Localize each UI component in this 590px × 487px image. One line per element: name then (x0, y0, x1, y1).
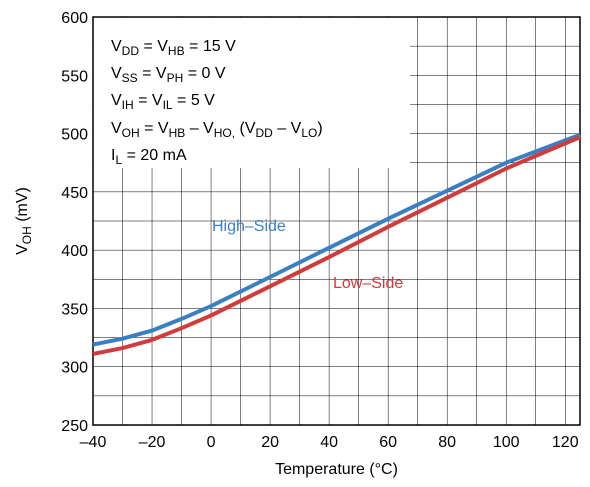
x-tick-label: 80 (438, 434, 456, 451)
x-tick-label: 20 (261, 434, 279, 451)
condition-line: VIH = VIL = 5 V (111, 92, 215, 112)
condition-line: VSS = VPH = 0 V (111, 65, 226, 85)
y-tick-labels: 250 300 350 400 450 500 550 600 (61, 10, 88, 435)
series-line (92, 132, 581, 347)
x-tick-label: 100 (493, 434, 520, 451)
x-axis-title: Temperature (°C) (275, 461, 398, 478)
x-tick-label: 0 (207, 434, 216, 451)
y-tick-label: 250 (61, 418, 88, 435)
y-tick-label: 550 (61, 68, 88, 85)
series-line (92, 135, 581, 356)
x-tick-labels: –40 –20 0 20 40 60 80 100 120 (80, 434, 579, 451)
y-tick-label: 300 (61, 360, 88, 377)
y-axis-title-main: V (14, 244, 31, 255)
condition-line: VDD = VHB = 15 V (111, 38, 236, 58)
series-labels: High–Side Low–Side (212, 218, 403, 292)
x-axis-title-unit: °C (375, 461, 393, 478)
y-tick-label: 600 (61, 10, 88, 27)
conditions-box (94, 18, 410, 168)
series-label-high-side: High–Side (212, 218, 286, 235)
y-tick-label: 500 (61, 127, 88, 144)
condition-line: VOH = VHB – VHO, (VDD – VLO) (111, 120, 323, 140)
x-axis-title-main: Temperature ( (275, 461, 375, 478)
y-tick-label: 400 (61, 243, 88, 260)
y-tick-label: 350 (61, 301, 88, 318)
plot-frame (92, 16, 581, 426)
x-tick-label: 60 (379, 434, 397, 451)
conditions-text: VDD = VHB = 15 V VSS = VPH = 0 V VIH = VIL… (111, 38, 323, 167)
y-axis-title: VOH (mV) (14, 187, 34, 255)
y-tick-label: 450 (61, 185, 88, 202)
x-axis-title-end: ) (393, 461, 398, 478)
series-label-low-side: Low–Side (333, 275, 403, 292)
x-tick-label: 120 (552, 434, 579, 451)
x-tick-label: 40 (320, 434, 338, 451)
x-tick-label: –40 (80, 434, 107, 451)
x-tick-label: –20 (139, 434, 166, 451)
y-axis-title-sub: OH (20, 226, 34, 244)
y-axis-title-end: (mV) (14, 187, 31, 226)
series-layer (92, 132, 581, 356)
condition-line: IL = 20 mA (111, 147, 187, 167)
